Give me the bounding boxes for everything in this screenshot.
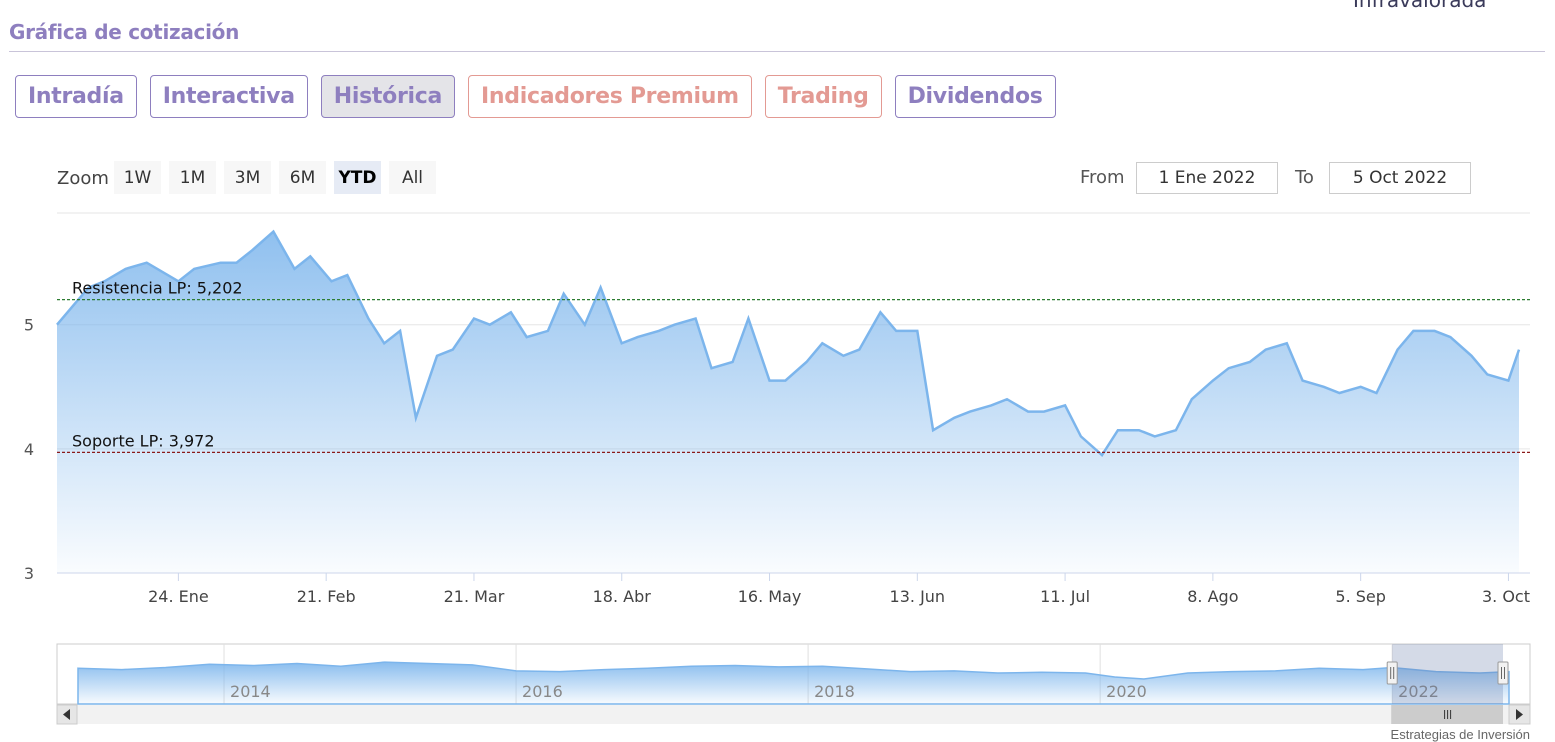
tab-interactiva[interactable]: Interactiva [149, 75, 308, 118]
y-tick-label: 3 [24, 564, 34, 583]
zoom-all-button[interactable]: All [389, 161, 436, 194]
zoom-1w-button[interactable]: 1W [114, 161, 161, 194]
zoom-1m-button[interactable]: 1M [169, 161, 216, 194]
y-tick-label: 4 [24, 440, 34, 459]
x-tick-label: 8. Ago [1187, 587, 1238, 606]
x-tick-label: 16. May [738, 587, 802, 606]
x-tick-label: 21. Mar [444, 587, 505, 606]
to-date-input[interactable] [1329, 162, 1471, 194]
scrollbar-thumb[interactable] [1391, 705, 1503, 724]
tab-dividendos[interactable]: Dividendos [894, 75, 1056, 118]
tab-indicadores-premium[interactable]: Indicadores Premium [468, 75, 752, 118]
to-label: To [1295, 167, 1314, 188]
chart-tabs: Intradía Interactiva Histórica Indicador… [15, 75, 1056, 120]
x-tick-label: 5. Sep [1335, 587, 1386, 606]
tab-intradia[interactable]: Intradía [15, 75, 137, 118]
zoom-label: Zoom [57, 168, 109, 189]
scrollbar-left-arrow[interactable] [56, 704, 78, 725]
tab-trading[interactable]: Trading [764, 75, 882, 118]
plot-line-label: Soporte LP: 3,972 [72, 431, 215, 450]
from-date-input[interactable] [1136, 162, 1278, 194]
navigator-right-handle[interactable] [1497, 661, 1509, 685]
y-tick-labels: 3 4 5 [24, 316, 34, 583]
x-tick-label: 13. Jun [890, 587, 946, 606]
credit-text: Estrategias de Inversión [1390, 727, 1530, 742]
navigator-year-label: 2014 [230, 682, 271, 701]
tab-historica[interactable]: Histórica [320, 75, 456, 118]
x-tick-label: 24. Ene [148, 587, 209, 606]
section-title: Gráfica de cotización [9, 20, 240, 44]
x-tick-label: 3. Oct [1482, 587, 1530, 606]
plot-line-label: Resistencia LP: 5,202 [72, 279, 243, 298]
x-tick-label: 18. Abr [593, 587, 652, 606]
top-fragment-text: Infravalorada [1353, 0, 1487, 12]
navigator-selection-mask[interactable] [1392, 644, 1503, 704]
x-tick-label: 21. Feb [297, 587, 356, 606]
navigator-year-labels: 2014 2016 2018 2020 2022 [230, 682, 1439, 701]
x-tick-labels: 24. Ene 21. Feb 21. Mar 18. Abr 16. May 13. J… [148, 573, 1530, 606]
x-tick-label: 11. Jul [1040, 587, 1090, 606]
navigator-year-label: 2020 [1106, 682, 1147, 701]
navigator-left-handle[interactable] [1386, 661, 1398, 685]
zoom-6m-button[interactable]: 6M [279, 161, 326, 194]
price-area [57, 231, 1519, 573]
plot-lines: Resistencia LP: 5,202 Soporte LP: 3,972 [57, 279, 1530, 453]
navigator-year-label: 2016 [522, 682, 563, 701]
from-label: From [1080, 167, 1125, 188]
y-tick-label: 5 [24, 316, 34, 335]
zoom-ytd-button[interactable]: YTD [334, 161, 381, 194]
title-divider [9, 51, 1545, 52]
zoom-3m-button[interactable]: 3M [224, 161, 271, 194]
zoom-buttons: 1W 1M 3M 6M YTD All [114, 161, 436, 194]
scrollbar-track[interactable] [57, 705, 1530, 724]
price-series-line [56, 229, 1521, 458]
navigator-year-label: 2022 [1398, 682, 1439, 701]
scrollbar-right-arrow[interactable] [1508, 704, 1531, 725]
navigator-year-label: 2018 [814, 682, 855, 701]
